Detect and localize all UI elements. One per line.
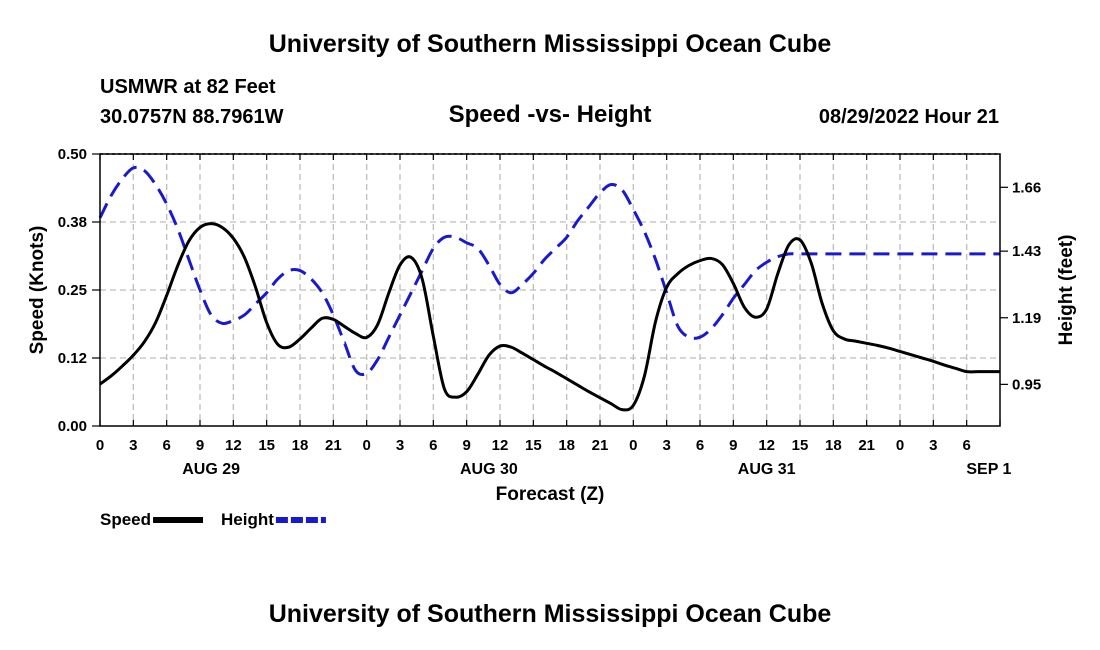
x-tick-label: 3 <box>929 437 937 454</box>
location-label: 30.0757N 88.7961W <box>100 106 284 128</box>
grid <box>100 153 1000 426</box>
chart: 0 3 6 9 12 15 18 21 0 3 6 9 12 15 18 21 0 3 6 9 12 15 18 21 0 3 6 0… <box>27 146 1077 529</box>
x-tick-label: 0 <box>362 437 370 454</box>
x-tick-label: 3 <box>662 437 670 454</box>
tick-marks <box>92 153 1008 427</box>
x-tick-label: 15 <box>792 437 809 454</box>
tick-labels: 0 3 6 9 12 15 18 21 0 3 6 9 12 15 18 21 0 3 6 9 12 15 18 21 0 3 6 0… <box>58 146 1041 478</box>
y-tick-label-right: 1.43 <box>1012 243 1041 260</box>
x-tick-label: 0 <box>896 437 904 454</box>
date-label: AUG 31 <box>738 461 796 478</box>
y-tick-label-left: 0.50 <box>58 146 87 163</box>
x-tick-label: 9 <box>196 437 204 454</box>
y-tick-label-right: 1.19 <box>1012 310 1041 327</box>
x-tick-label: 9 <box>462 437 470 454</box>
series-lines <box>98 165 1000 412</box>
x-tick-label: 21 <box>325 437 342 454</box>
y-tick-label-left: 0.25 <box>58 282 87 299</box>
y-axis-label-left: Speed (Knots) <box>27 226 48 355</box>
y-tick-label-left: 0.12 <box>58 350 87 367</box>
x-tick-label: 15 <box>525 437 542 454</box>
x-tick-label: 6 <box>696 437 704 454</box>
legend-label-height: Height <box>221 510 274 529</box>
legend-label-speed: Speed <box>100 510 151 529</box>
x-axis-label: Forecast (Z) <box>496 484 605 505</box>
x-tick-label: 18 <box>292 437 309 454</box>
x-tick-label: 21 <box>858 437 875 454</box>
x-tick-label: 18 <box>558 437 575 454</box>
x-tick-label: 3 <box>396 437 404 454</box>
date-label: SEP 1 <box>966 461 1011 478</box>
x-tick-label: 18 <box>825 437 842 454</box>
x-tick-label: 6 <box>429 437 437 454</box>
x-tick-label: 6 <box>962 437 970 454</box>
x-tick-label: 0 <box>629 437 637 454</box>
y-tick-label-left: 0.00 <box>58 418 87 435</box>
chart-title: University of Southern Mississippi Ocean… <box>268 30 832 58</box>
x-tick-label: 3 <box>129 437 137 454</box>
legend: Speed Height <box>100 510 326 529</box>
x-tick-label: 12 <box>225 437 242 454</box>
x-tick-label: 12 <box>758 437 775 454</box>
x-tick-label: 21 <box>592 437 609 454</box>
x-tick-label: 9 <box>729 437 737 454</box>
station-label: USMWR at 82 Feet <box>100 76 276 98</box>
footer-title: University of Southern Mississippi Ocean… <box>268 600 832 628</box>
y-tick-label-left: 0.38 <box>58 214 87 231</box>
chart-subtitle: Speed -vs- Height <box>448 101 652 128</box>
x-tick-label: 6 <box>162 437 170 454</box>
series-line-speed <box>99 222 1000 412</box>
date-label: AUG 29 <box>182 461 240 478</box>
x-tick-label: 0 <box>96 437 104 454</box>
series-line-height <box>98 165 1000 377</box>
y-tick-label-right: 0.95 <box>1012 376 1041 393</box>
y-axis-label-right: Height (feet) <box>1056 235 1077 346</box>
x-tick-label: 15 <box>258 437 275 454</box>
issued-label: 08/29/2022 Hour 21 <box>818 106 999 128</box>
x-tick-label: 12 <box>492 437 509 454</box>
date-label: AUG 30 <box>460 461 518 478</box>
y-tick-label-right: 1.66 <box>1012 179 1041 196</box>
